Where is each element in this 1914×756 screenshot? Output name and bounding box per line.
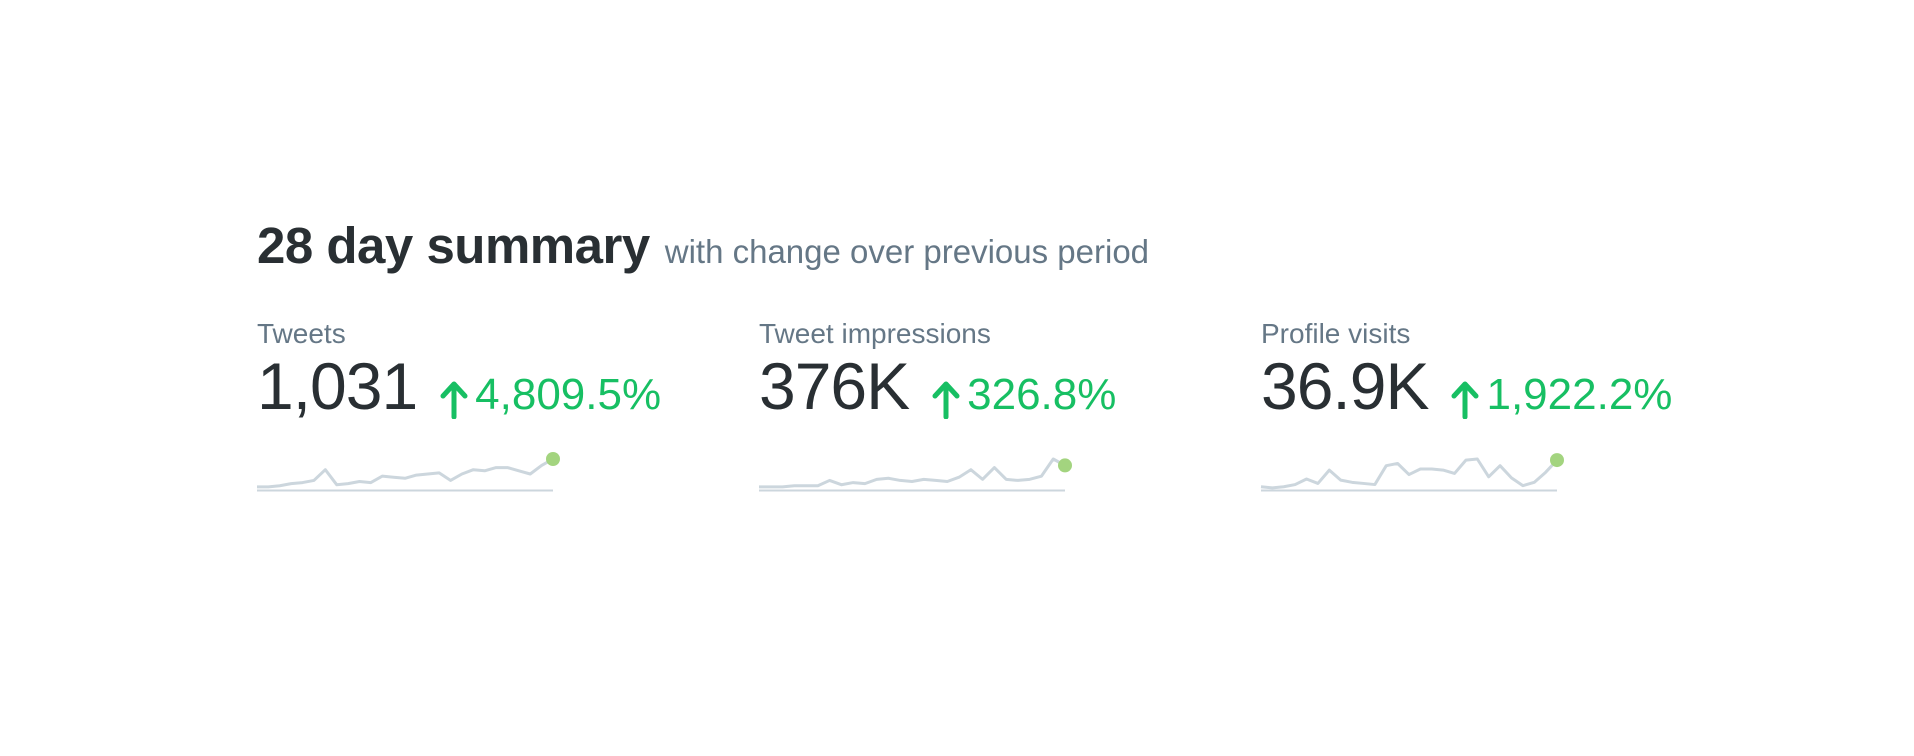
sparkline-end-dot bbox=[546, 452, 560, 467]
metric-value: 376K bbox=[759, 349, 910, 423]
metric-row: 1,031 4,809.5% bbox=[257, 349, 727, 423]
arrow-up-icon bbox=[440, 381, 468, 419]
metric-label: Tweet impressions bbox=[759, 318, 991, 349]
summary-subtitle: with change over previous period bbox=[664, 233, 1150, 270]
metric-row: 36.9K 1,922.2% bbox=[1261, 349, 1731, 423]
metric-label: Tweets bbox=[257, 318, 346, 349]
metric-profile-visits: Profile visits 36.9K 1,922.2% bbox=[1260, 318, 1731, 492]
metric-change: 4,809.5% bbox=[439, 370, 661, 420]
metric-label: Profile visits bbox=[1261, 318, 1411, 349]
sparkline-profile-visits bbox=[1260, 453, 1564, 492]
metric-change-value: 4,809.5% bbox=[475, 370, 662, 419]
sparkline-tweet-impressions bbox=[759, 457, 1072, 492]
summary-section: 28 day summary with change over previous… bbox=[257, 216, 1149, 275]
metric-tweet-impressions: Tweet impressions 376K 326.8% bbox=[759, 318, 1229, 492]
metric-change-value: 326.8% bbox=[967, 370, 1117, 419]
sparkline-line bbox=[257, 457, 554, 489]
arrow-up-icon bbox=[1451, 381, 1479, 419]
metric-change: 1,922.2% bbox=[1450, 370, 1672, 420]
sparkline-line bbox=[1260, 457, 1559, 490]
metric-change-value: 1,922.2% bbox=[1486, 370, 1673, 419]
sparkline-end-dot bbox=[1058, 458, 1072, 473]
summary-title: 28 day summary bbox=[257, 217, 650, 274]
sparkline-tweets bbox=[257, 452, 560, 492]
metric-row: 376K 326.8% bbox=[759, 349, 1229, 423]
sparkline-line bbox=[759, 457, 1066, 489]
metric-tweets: Tweets 1,031 4,809.5% bbox=[257, 318, 727, 492]
metric-value: 1,031 bbox=[257, 349, 418, 423]
summary-heading: 28 day summary with change over previous… bbox=[257, 216, 1149, 275]
metric-value: 36.9K bbox=[1261, 349, 1429, 423]
sparkline-end-dot bbox=[1550, 453, 1564, 468]
metric-change: 326.8% bbox=[931, 370, 1116, 420]
arrow-up-icon bbox=[932, 381, 960, 419]
